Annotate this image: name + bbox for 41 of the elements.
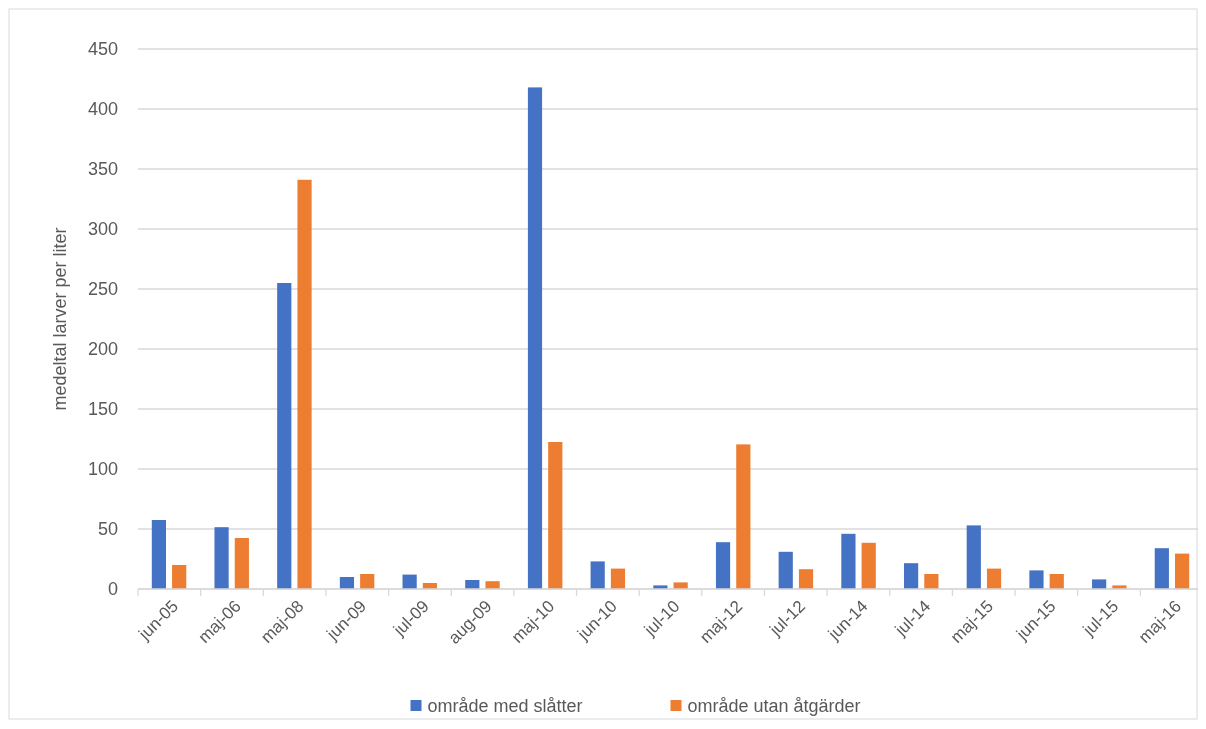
bar xyxy=(736,444,751,589)
y-tick-label: 350 xyxy=(87,159,118,180)
bar xyxy=(924,574,939,589)
bar xyxy=(798,569,814,589)
y-tick-label: 400 xyxy=(87,99,118,120)
bar xyxy=(1092,579,1107,589)
y-tick-label: 250 xyxy=(87,279,118,300)
bar xyxy=(841,533,856,589)
bar xyxy=(861,542,876,589)
legend-label: område med slåtter xyxy=(427,696,583,717)
bar xyxy=(485,581,500,589)
bar xyxy=(277,283,292,589)
bar xyxy=(1175,553,1190,589)
y-tick-label: 450 xyxy=(87,39,118,60)
bar xyxy=(172,565,187,589)
bar xyxy=(339,577,355,589)
y-tick-label: 150 xyxy=(87,399,118,420)
legend-label: område utan åtgärder xyxy=(687,696,861,717)
y-tick-label: 300 xyxy=(87,219,118,240)
y-tick-label: 50 xyxy=(97,519,118,540)
bar xyxy=(151,520,166,589)
bar xyxy=(610,568,626,589)
bar xyxy=(778,551,793,589)
bar xyxy=(986,568,1002,589)
y-tick-label: 100 xyxy=(87,459,118,480)
bar xyxy=(527,87,543,589)
bar xyxy=(966,525,981,589)
bar xyxy=(234,538,249,589)
bar xyxy=(715,542,731,589)
bar xyxy=(360,574,375,589)
bar xyxy=(297,179,312,589)
bar xyxy=(548,442,563,589)
bar xyxy=(214,527,229,589)
bar xyxy=(1029,570,1044,589)
y-axis-title: medeltal larver per liter xyxy=(50,227,70,411)
y-tick-label: 0 xyxy=(107,579,118,600)
bar xyxy=(904,563,919,589)
bar xyxy=(1049,574,1064,589)
bar xyxy=(1154,548,1169,589)
bar xyxy=(590,561,605,589)
y-tick-label: 200 xyxy=(87,339,118,360)
